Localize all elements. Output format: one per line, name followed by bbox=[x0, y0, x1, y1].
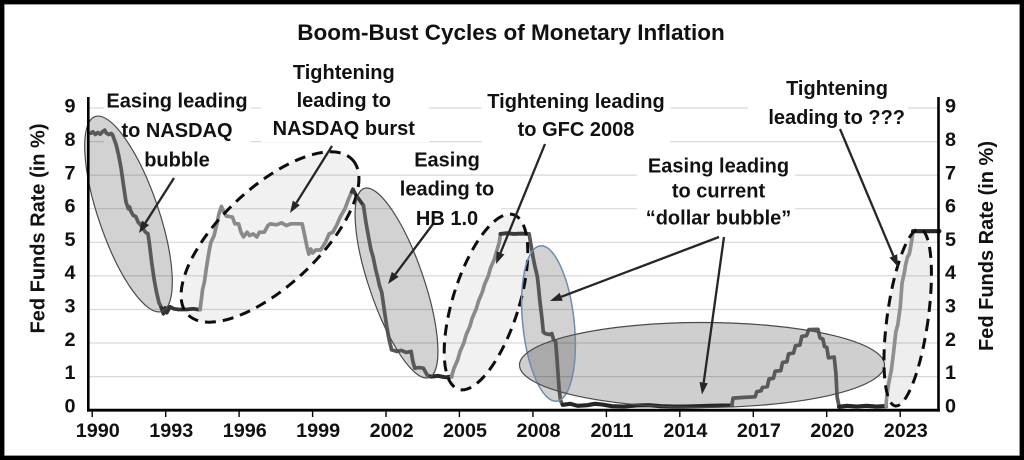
svg-text:Easing: Easing bbox=[414, 150, 480, 172]
svg-text:“dollar bubble”: “dollar bubble” bbox=[646, 208, 792, 230]
svg-text:bubble: bubble bbox=[144, 149, 210, 171]
svg-text:7: 7 bbox=[945, 162, 956, 184]
svg-text:1: 1 bbox=[64, 362, 75, 384]
svg-text:HB 1.0: HB 1.0 bbox=[416, 208, 478, 230]
svg-text:Fed Funds Rate (in %): Fed Funds Rate (in %) bbox=[976, 141, 998, 351]
svg-text:2014: 2014 bbox=[663, 420, 707, 442]
svg-text:1993: 1993 bbox=[149, 420, 193, 442]
svg-text:8: 8 bbox=[64, 129, 75, 151]
svg-text:9: 9 bbox=[945, 96, 956, 118]
svg-text:Fed Funds Rate (in %): Fed Funds Rate (in %) bbox=[28, 124, 50, 334]
svg-text:Tightening leading: Tightening leading bbox=[487, 91, 664, 113]
svg-text:Tightening: Tightening bbox=[293, 62, 395, 84]
svg-text:NASDAQ burst: NASDAQ burst bbox=[273, 118, 416, 140]
svg-text:2: 2 bbox=[945, 329, 956, 351]
svg-text:4: 4 bbox=[64, 262, 75, 284]
svg-text:Easing leading: Easing leading bbox=[648, 156, 789, 178]
svg-text:2: 2 bbox=[64, 329, 75, 351]
svg-text:4: 4 bbox=[945, 262, 956, 284]
svg-text:3: 3 bbox=[945, 296, 956, 318]
svg-text:6: 6 bbox=[64, 196, 75, 218]
svg-text:Boom-Bust Cycles of Monetary I: Boom-Bust Cycles of Monetary Inflation bbox=[297, 20, 725, 45]
svg-text:3: 3 bbox=[64, 296, 75, 318]
svg-text:leading to ???: leading to ??? bbox=[768, 107, 905, 129]
svg-text:1990: 1990 bbox=[76, 420, 120, 442]
svg-text:0: 0 bbox=[64, 395, 75, 417]
svg-text:5: 5 bbox=[64, 229, 75, 251]
svg-text:2023: 2023 bbox=[884, 420, 928, 442]
svg-text:6: 6 bbox=[945, 196, 956, 218]
svg-text:leading to: leading to bbox=[400, 178, 494, 200]
svg-text:to GFC 2008: to GFC 2008 bbox=[518, 119, 635, 141]
svg-text:0: 0 bbox=[945, 395, 956, 417]
svg-text:to NASDAQ: to NASDAQ bbox=[121, 120, 232, 142]
svg-text:1999: 1999 bbox=[296, 420, 340, 442]
svg-text:leading to: leading to bbox=[297, 90, 391, 112]
svg-text:1996: 1996 bbox=[223, 420, 267, 442]
svg-text:Tightening: Tightening bbox=[786, 78, 888, 100]
svg-text:Easing leading: Easing leading bbox=[106, 91, 247, 113]
svg-text:8: 8 bbox=[945, 129, 956, 151]
svg-text:2020: 2020 bbox=[810, 420, 854, 442]
svg-text:9: 9 bbox=[64, 96, 75, 118]
svg-text:5: 5 bbox=[945, 229, 956, 251]
svg-text:to current: to current bbox=[672, 181, 766, 203]
svg-text:2005: 2005 bbox=[443, 420, 487, 442]
svg-text:2011: 2011 bbox=[590, 420, 633, 442]
svg-text:7: 7 bbox=[64, 162, 75, 184]
svg-text:2017: 2017 bbox=[737, 420, 781, 442]
svg-text:1: 1 bbox=[945, 362, 956, 384]
svg-text:2008: 2008 bbox=[516, 420, 560, 442]
svg-text:2002: 2002 bbox=[370, 420, 414, 442]
